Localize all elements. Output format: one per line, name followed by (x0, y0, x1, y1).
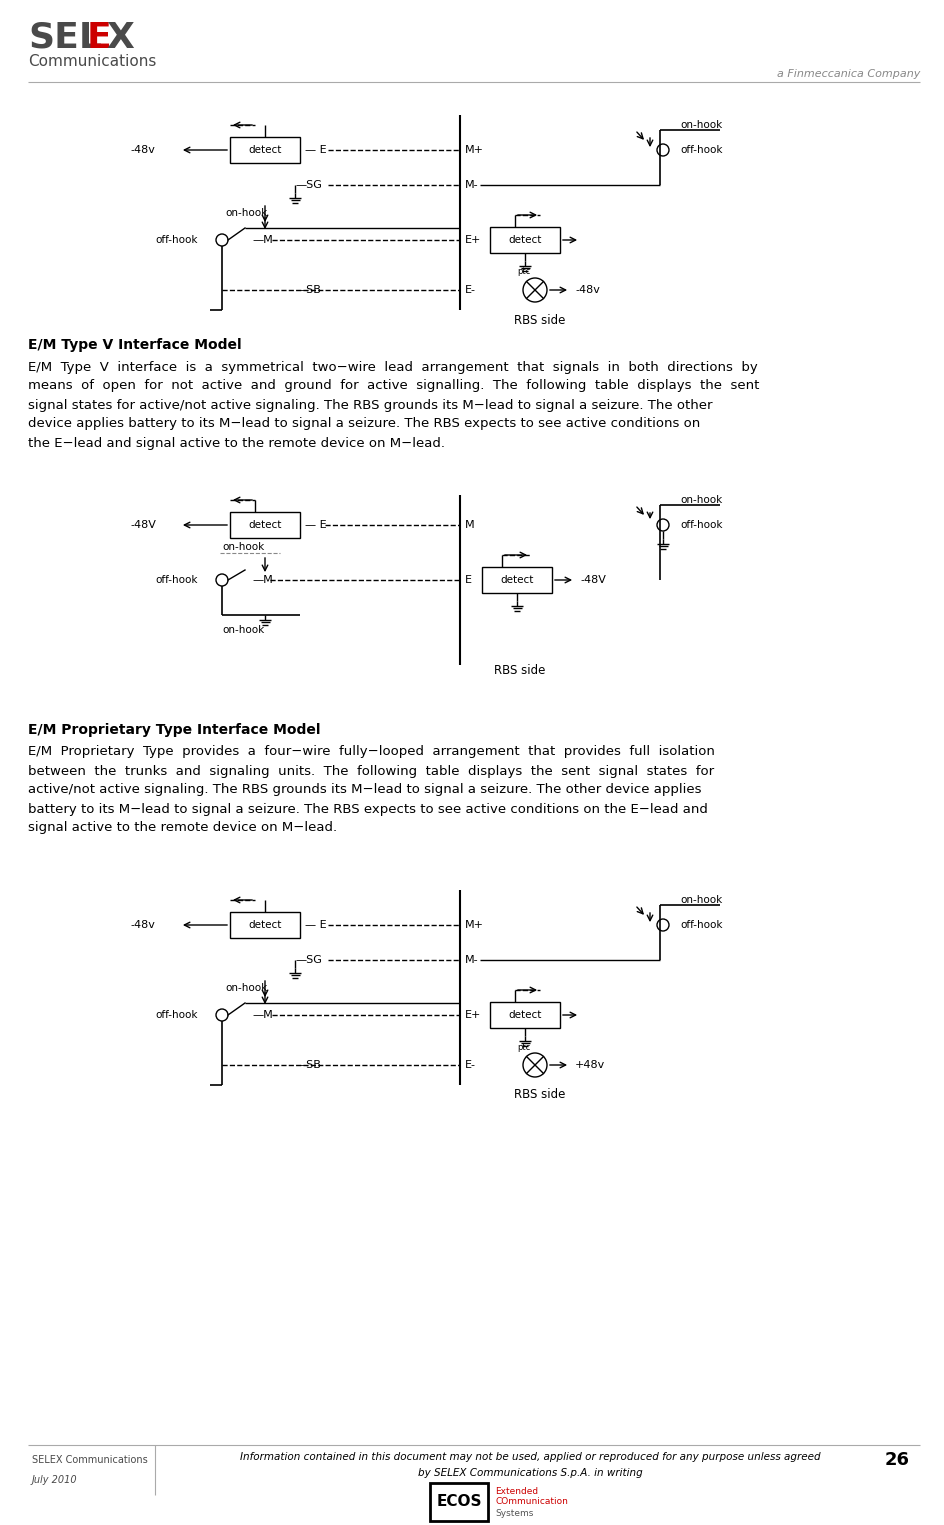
Text: RBS side: RBS side (514, 314, 565, 326)
Text: M: M (464, 520, 474, 531)
Text: off-hook: off-hook (680, 520, 722, 531)
Text: on-hook: on-hook (680, 895, 721, 904)
Text: —M: —M (252, 1010, 273, 1020)
Text: — E: — E (305, 920, 327, 930)
Text: -48v: -48v (130, 145, 155, 156)
Text: signal active to the remote device on M−lead.: signal active to the remote device on M−… (28, 822, 337, 834)
Text: SELEX Communications: SELEX Communications (32, 1455, 147, 1466)
Text: E/M  Type  V  interface  is  a  symmetrical  two−wire  lead  arrangement  that  : E/M Type V interface is a symmetrical tw… (28, 360, 757, 374)
Text: RBS side: RBS side (514, 1089, 565, 1101)
Text: -48V: -48V (130, 520, 156, 531)
Text: M+: M+ (464, 920, 483, 930)
Text: on-hook: on-hook (225, 984, 267, 993)
Text: on-hook: on-hook (680, 120, 721, 130)
Text: on-hook: on-hook (222, 625, 264, 634)
Text: on-hook: on-hook (225, 207, 267, 218)
Bar (481, 567, 551, 593)
Bar (430, 1482, 487, 1520)
Text: —SG: —SG (295, 955, 322, 965)
Text: —SG: —SG (295, 180, 322, 191)
Text: E: E (87, 21, 111, 55)
Text: —SB: —SB (295, 1060, 321, 1071)
Text: ptc: ptc (516, 1043, 530, 1052)
Text: detect: detect (508, 1010, 541, 1020)
Text: on-hook: on-hook (680, 496, 721, 505)
Text: ptc: ptc (516, 267, 530, 276)
Text: Extended: Extended (495, 1487, 537, 1496)
Text: July 2010: July 2010 (32, 1475, 77, 1485)
Text: between  the  trunks  and  signaling  units.  The  following  table  displays  t: between the trunks and signaling units. … (28, 764, 714, 778)
Text: E+: E+ (464, 1010, 480, 1020)
Text: —M: —M (252, 235, 273, 246)
Text: RBS side: RBS side (494, 663, 545, 677)
Bar (229, 912, 299, 938)
Text: detect: detect (248, 520, 281, 531)
Text: E-: E- (464, 1060, 476, 1071)
Text: device applies battery to its M−lead to signal a seizure. The RBS expects to see: device applies battery to its M−lead to … (28, 418, 700, 430)
Text: — E: — E (305, 145, 327, 156)
Text: —SB: —SB (295, 285, 321, 294)
Text: a Finmeccanica Company: a Finmeccanica Company (776, 69, 919, 79)
Text: E: E (464, 575, 471, 586)
Text: off-hook: off-hook (680, 920, 722, 930)
Text: the E−lead and signal active to the remote device on M−lead.: the E−lead and signal active to the remo… (28, 436, 445, 450)
Text: off-hook: off-hook (155, 575, 197, 586)
Text: M-: M- (464, 180, 478, 191)
Text: 26: 26 (885, 1450, 909, 1469)
Text: -48V: -48V (580, 575, 605, 586)
Bar (229, 512, 299, 538)
Text: E/M Proprietary Type Interface Model: E/M Proprietary Type Interface Model (28, 723, 320, 737)
Text: off-hook: off-hook (155, 235, 197, 246)
Text: COmmunication: COmmunication (495, 1498, 567, 1507)
Text: E+: E+ (464, 235, 480, 246)
Bar (229, 137, 299, 163)
Bar (490, 227, 560, 253)
Text: detect: detect (248, 920, 281, 930)
Text: battery to its M−lead to signal a seizure. The RBS expects to see active conditi: battery to its M−lead to signal a seizur… (28, 802, 707, 816)
Text: Information contained in this document may not be used, applied or reproduced fo: Information contained in this document m… (240, 1452, 819, 1462)
Text: ECOS: ECOS (436, 1494, 481, 1510)
Text: Communications: Communications (28, 55, 156, 70)
Text: —M: —M (252, 575, 273, 586)
Text: detect: detect (508, 235, 541, 246)
Text: SEL: SEL (28, 21, 102, 55)
Text: -48v: -48v (574, 285, 599, 294)
Text: M-: M- (464, 955, 478, 965)
Text: on-hook: on-hook (222, 541, 264, 552)
Text: means  of  open  for  not  active  and  ground  for  active  signalling.  The  f: means of open for not active and ground … (28, 380, 759, 392)
Text: detect: detect (248, 145, 281, 156)
Text: E/M Type V Interface Model: E/M Type V Interface Model (28, 339, 242, 352)
Text: active/not active signaling. The RBS grounds its M−lead to signal a seizure. The: active/not active signaling. The RBS gro… (28, 784, 700, 796)
Text: off-hook: off-hook (155, 1010, 197, 1020)
Text: by SELEX Communications S.p.A. in writing: by SELEX Communications S.p.A. in writin… (417, 1469, 642, 1478)
Text: +48v: +48v (574, 1060, 604, 1071)
Text: M+: M+ (464, 145, 483, 156)
Text: -48v: -48v (130, 920, 155, 930)
Text: — E: — E (305, 520, 327, 531)
Text: detect: detect (499, 575, 533, 586)
Text: off-hook: off-hook (680, 145, 722, 156)
Bar (490, 1002, 560, 1028)
Text: E/M  Proprietary  Type  provides  a  four−wire  fully−looped  arrangement  that : E/M Proprietary Type provides a four−wir… (28, 746, 714, 758)
Text: X: X (106, 21, 134, 55)
Text: signal states for active/not active signaling. The RBS grounds its M−lead to sig: signal states for active/not active sign… (28, 398, 712, 412)
Text: Systems: Systems (495, 1508, 532, 1517)
Text: E-: E- (464, 285, 476, 294)
